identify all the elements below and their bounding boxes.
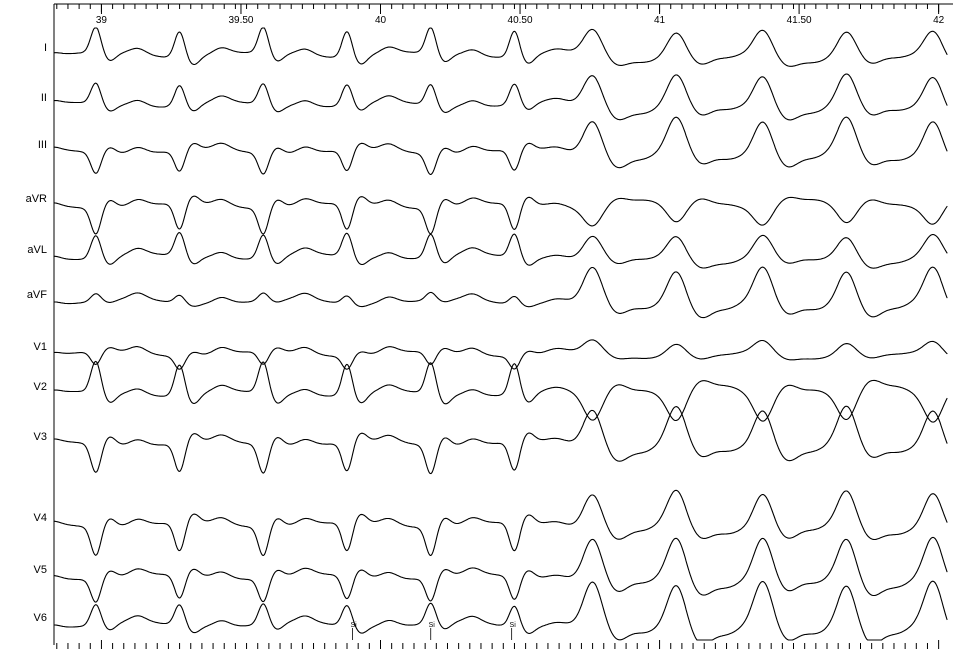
trace-v1 — [53, 339, 948, 370]
lead-label-v4: V4 — [34, 512, 47, 524]
trace-v2 — [53, 360, 948, 423]
lead-label-v6: V6 — [34, 612, 47, 624]
x-tick-label: 41.50 — [787, 15, 812, 26]
x-tick-label: 41 — [654, 15, 666, 26]
lead-label-avl: aVL — [27, 244, 47, 256]
trace-v4 — [53, 489, 948, 557]
lead-label-avr: aVR — [26, 193, 47, 205]
x-tick-label: 42 — [933, 15, 945, 26]
lead-label-iii: III — [38, 139, 47, 151]
trace-avr — [53, 195, 948, 235]
lead-label-avf: aVF — [27, 289, 47, 301]
lead-label-v1: V1 — [34, 341, 47, 353]
lead-label-v5: V5 — [34, 564, 47, 576]
trace-ii — [53, 73, 948, 121]
stimulus-marker-label: Si — [350, 622, 357, 629]
trace-v6 — [53, 580, 948, 641]
lead-label-i: I — [44, 42, 47, 54]
x-tick-label: 39 — [96, 15, 108, 26]
pacing-markers: Si Si Si — [350, 622, 516, 640]
trace-avl — [53, 232, 948, 269]
x-tick-label: 40 — [375, 15, 387, 26]
lead-label-v3: V3 — [34, 431, 47, 443]
trace-iii — [53, 116, 948, 175]
x-tick-label: 40.50 — [508, 15, 533, 26]
lead-label-v2: V2 — [34, 381, 47, 393]
trace-v3 — [53, 405, 948, 475]
x-tick-label: 39.50 — [228, 15, 253, 26]
trace-avf — [53, 266, 948, 319]
stimulus-marker-label: Si — [429, 622, 436, 629]
lead-label-ii: II — [41, 92, 47, 104]
axes: 39 39.50 40 40.50 41 41.50 42 — [53, 3, 953, 649]
stimulus-marker-label: Si — [510, 622, 517, 629]
traces — [53, 27, 948, 641]
trace-i — [53, 27, 948, 67]
trace-v5 — [53, 536, 948, 603]
